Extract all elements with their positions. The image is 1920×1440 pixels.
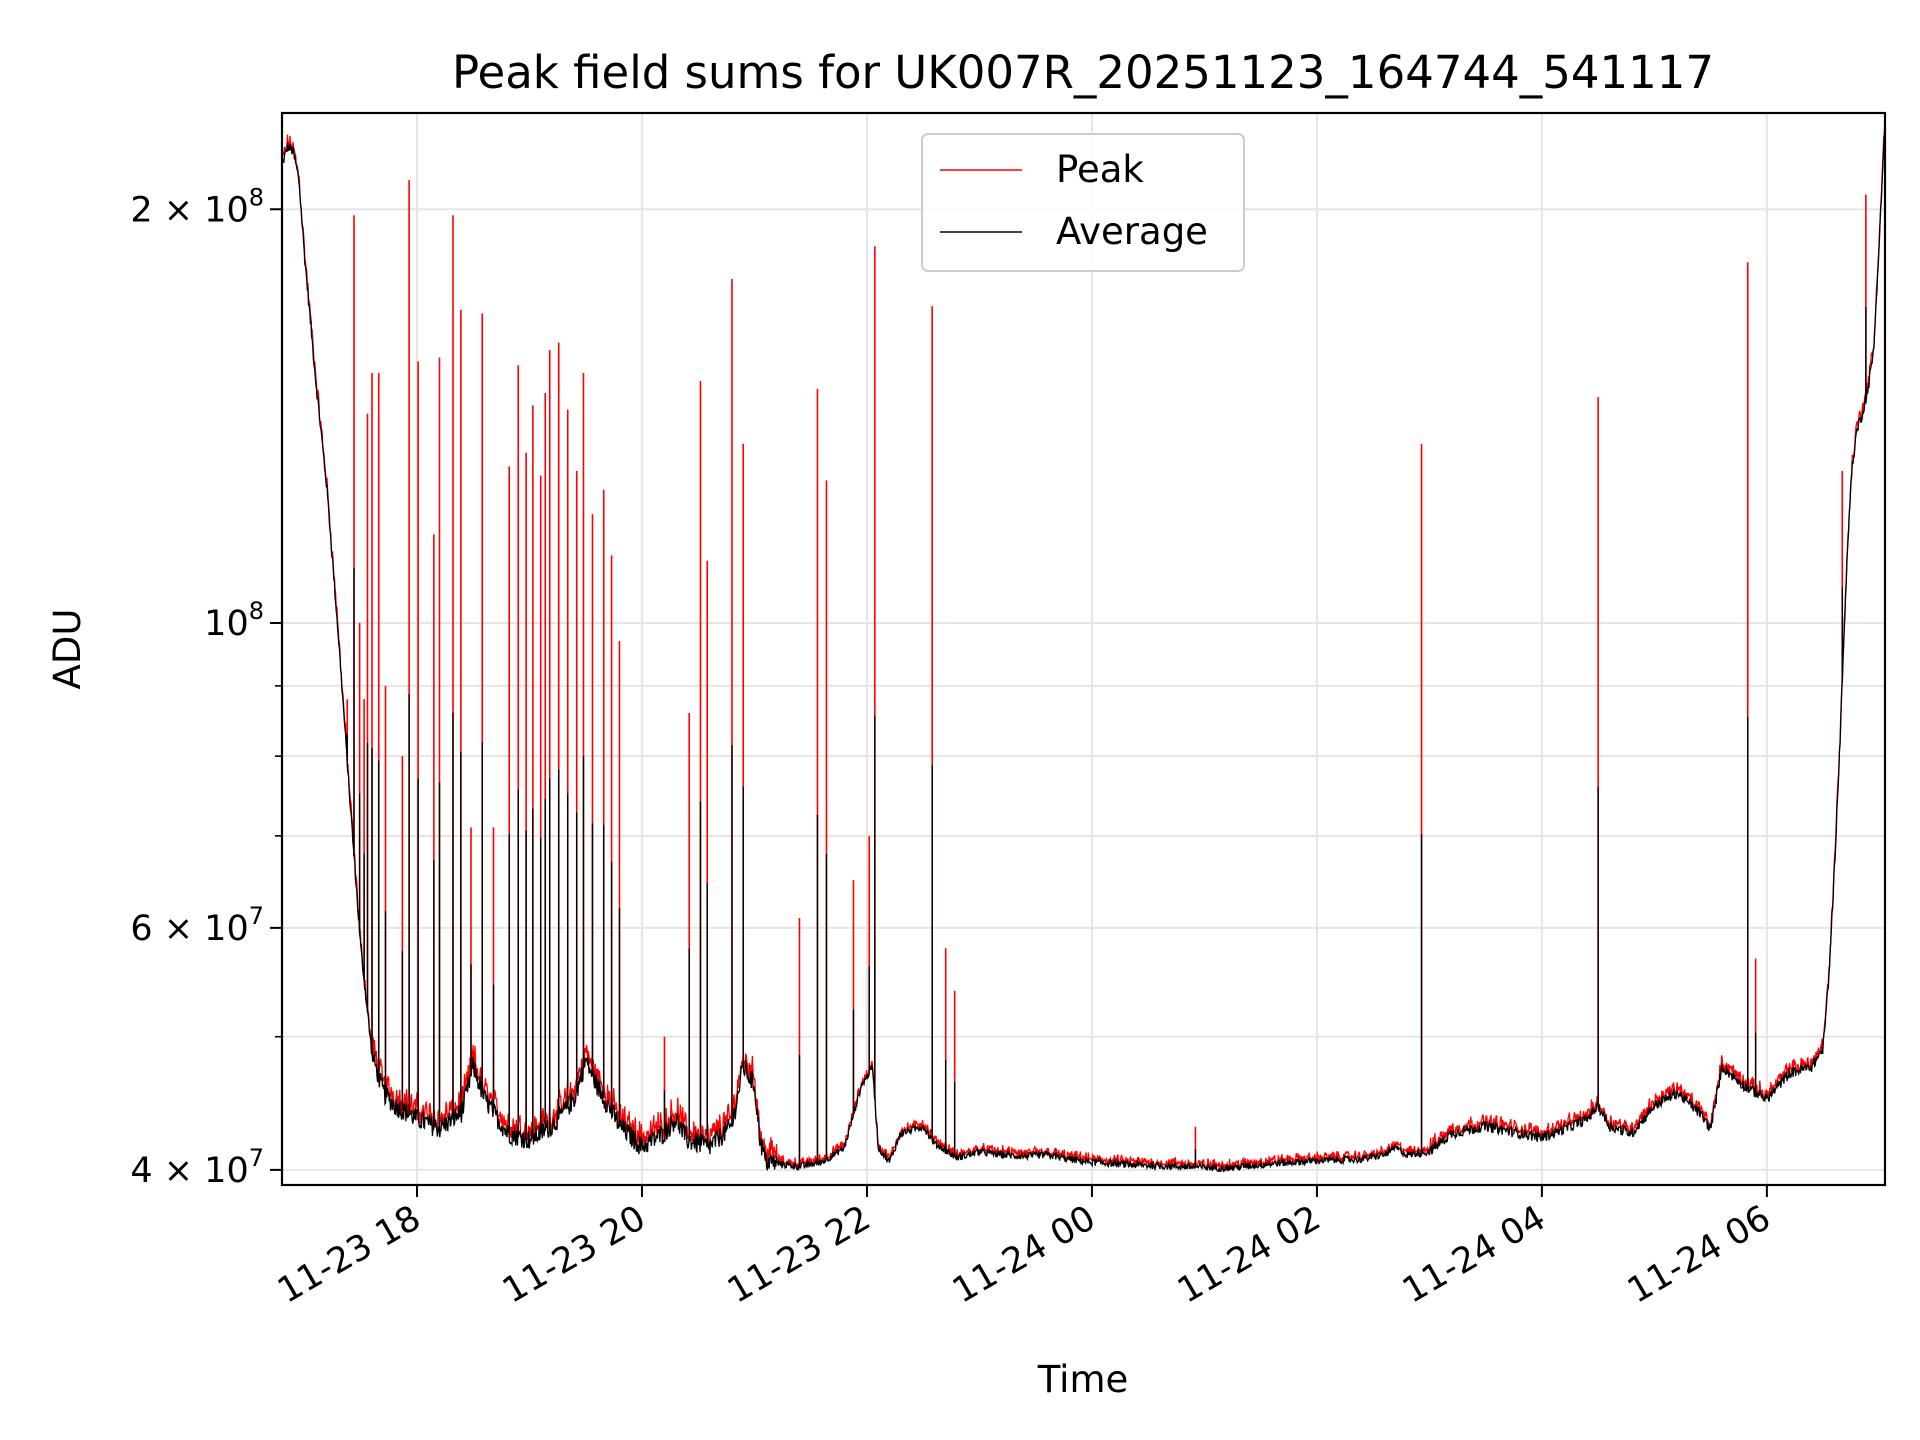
y-tick-label: 6 × 107 [130,902,264,949]
y-tick-label: 4 × 107 [130,1144,264,1191]
legend-peak-label: Peak [1056,148,1144,191]
y-axis-label: ADU [46,609,89,690]
legend-box [921,133,1245,272]
legend-average-label: Average [1056,210,1208,253]
plot-series [281,113,1886,1173]
plot-frame [280,111,1887,1187]
chart-title: Peak field sums for UK007R_20251123_1647… [452,46,1714,99]
legend: Peak Average [921,133,1245,272]
y-tick-label: 2 × 108 [130,183,264,230]
y-axis: 4 × 107 6 × 107 108 2 × 108 [130,183,282,1191]
y-tick-label: 108 [204,597,264,644]
average-series-line [281,119,1886,1173]
x-axis-label: Time [1037,1358,1129,1401]
